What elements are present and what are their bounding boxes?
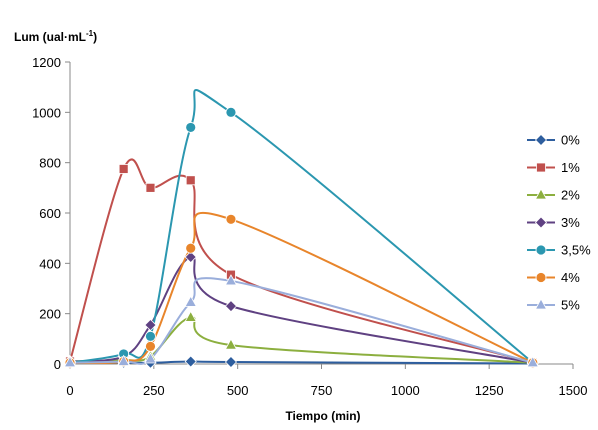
data-point	[185, 175, 196, 186]
data-point	[224, 338, 238, 350]
series-markers	[63, 106, 539, 370]
legend-item: 1%	[527, 160, 580, 175]
x-axis-title: Tiempo (min)	[285, 409, 360, 423]
data-point	[144, 318, 157, 332]
data-point	[145, 330, 156, 342]
legend-label: 3,5%	[561, 243, 591, 258]
legend-label: 3%	[561, 215, 580, 230]
data-point	[144, 352, 157, 364]
data-point	[225, 213, 237, 225]
x-tick-label: 500	[227, 383, 249, 398]
data-point	[184, 310, 197, 322]
data-point	[225, 106, 237, 118]
data-point	[185, 122, 197, 133]
legend-item: 0%	[527, 133, 580, 148]
y-tick-label: 600	[39, 206, 61, 221]
data-point	[145, 182, 156, 193]
data-point	[145, 340, 156, 352]
y-tick-label: 1200	[32, 55, 61, 70]
legend-label: 1%	[561, 160, 580, 175]
data-point	[224, 300, 238, 313]
series-line-2	[69, 158, 534, 364]
x-tick-label: 1500	[559, 383, 588, 398]
legend-swatch-marker	[534, 188, 548, 200]
legend-swatch-marker	[535, 272, 547, 283]
legend-label: 2%	[561, 188, 580, 203]
data-point	[526, 355, 539, 368]
data-point	[224, 274, 238, 286]
data-point	[117, 354, 130, 366]
legend-item: 3%	[527, 215, 580, 230]
legend-swatch-marker	[534, 216, 548, 229]
legend: 0% 1% 2% 3% 3,5% 4% 5%	[527, 133, 591, 313]
x-tick-label: 1000	[391, 383, 420, 398]
data-point	[224, 355, 238, 369]
legend-item: 5%	[527, 298, 580, 313]
y-axis-title: Lum (ual·mL-1)	[14, 29, 97, 44]
legend-item: 3,5%	[527, 243, 591, 258]
legend-label: 0%	[561, 133, 580, 148]
data-point	[63, 355, 77, 368]
data-point	[118, 164, 129, 174]
legend-swatch-marker	[534, 298, 548, 310]
y-axis-title-superscript: -1	[86, 29, 94, 38]
x-tick-label: 750	[311, 383, 333, 398]
data-point	[185, 242, 197, 254]
legend-label: 4%	[561, 270, 580, 285]
legend-item: 2%	[527, 188, 580, 203]
legend-swatch-marker	[535, 244, 547, 256]
legend-label: 5%	[561, 298, 580, 313]
y-tick-label: 200	[39, 307, 61, 322]
data-point	[184, 355, 197, 368]
y-tick-label: 800	[39, 156, 61, 171]
x-tick-label: 250	[143, 383, 165, 398]
y-tick-label: 0	[54, 357, 61, 372]
y-tick-label: 1000	[32, 105, 61, 120]
data-point	[184, 250, 197, 264]
x-tick-label: 0	[66, 383, 73, 398]
y-tick-label: 400	[39, 256, 61, 271]
legend-swatch-marker	[534, 133, 548, 147]
legend-item: 4%	[527, 270, 580, 285]
legend-swatch-marker	[536, 162, 546, 173]
data-point	[184, 295, 197, 307]
x-tick-label: 1250	[475, 383, 504, 398]
